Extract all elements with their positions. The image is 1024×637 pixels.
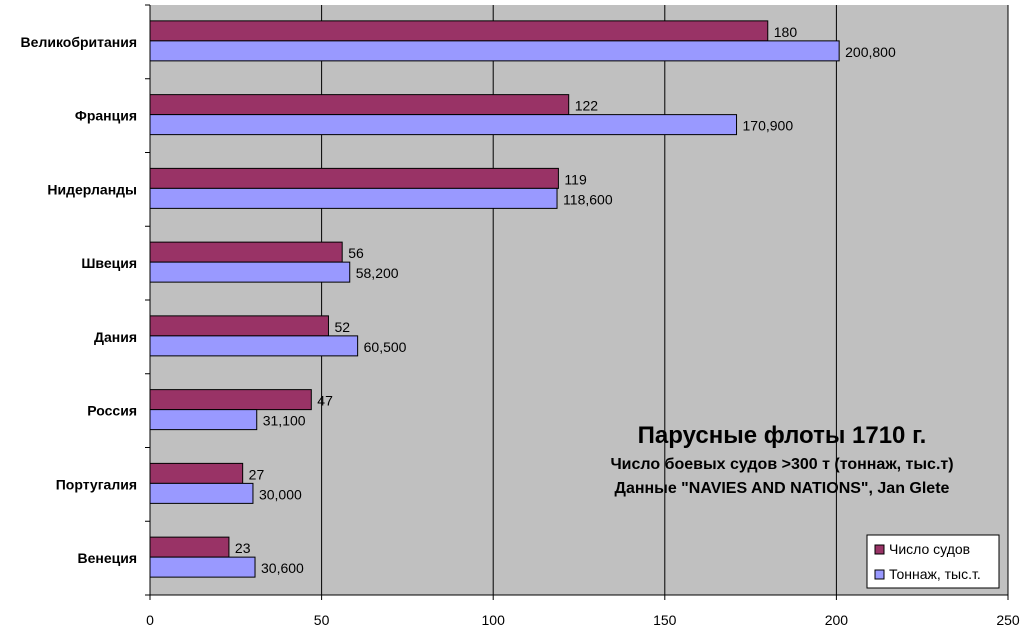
category-label: Дания (94, 329, 137, 345)
data-label-count: 119 (564, 171, 587, 187)
bar-tonnage (149, 556, 256, 578)
bar-count (149, 94, 570, 116)
legend-swatch-count (874, 544, 885, 555)
category-label: Нидерланды (47, 181, 137, 197)
chart-title: Парусные флоты 1710 г. (638, 422, 927, 449)
data-label-count: 180 (774, 24, 798, 40)
category-label: Швеция (81, 255, 137, 271)
data-label-count: 122 (575, 98, 599, 114)
x-tick-label-150: 150 (653, 612, 677, 628)
data-label-tonnage: 170,900 (743, 118, 794, 134)
x-tick-label-200: 200 (825, 612, 849, 628)
legend-label-tonnage: Тоннаж, тыс.т. (889, 566, 981, 582)
legend-swatch-tonnage (874, 569, 885, 580)
bar-tonnage (149, 482, 254, 504)
bar-count (149, 536, 230, 558)
x-tick-label-250: 250 (996, 612, 1020, 628)
legend: Число судов Тоннаж, тыс.т. (866, 534, 1000, 589)
bar-count (149, 167, 559, 189)
chart-subtitle-line-1: Число боевых судов >300 т (тоннаж, тыс.т… (610, 456, 953, 473)
data-label-count: 27 (249, 466, 265, 482)
bar-count (149, 315, 329, 337)
chart-title-block: Парусные флоты 1710 г. Число боевых судо… (610, 422, 953, 497)
bar-count (149, 241, 343, 263)
data-label-count: 52 (334, 319, 350, 335)
data-label-tonnage: 118,600 (563, 191, 613, 207)
bar-count (149, 389, 312, 411)
category-label: Великобритания (21, 34, 137, 50)
x-tick-label-100: 100 (482, 612, 506, 628)
legend-label-count: Число судов (889, 541, 970, 557)
category-label: Португалия (56, 476, 137, 492)
bar-tonnage (149, 335, 359, 357)
bar-count (149, 20, 769, 42)
data-label-tonnage: 30,600 (261, 560, 304, 576)
data-label-count: 56 (348, 245, 364, 261)
chart-subtitle-line-2: Данные "NAVIES AND NATIONS", Jan Glete (615, 480, 950, 497)
data-label-tonnage: 30,000 (259, 486, 302, 502)
data-label-tonnage: 200,800 (845, 44, 896, 60)
x-tick-label-0: 0 (146, 612, 154, 628)
category-label: Россия (87, 403, 137, 419)
bar-tonnage (149, 114, 738, 136)
bar-count (149, 462, 244, 484)
data-label-tonnage: 60,500 (364, 339, 407, 355)
bar-tonnage (149, 40, 840, 62)
bar-tonnage (149, 409, 258, 431)
category-label: Франция (75, 108, 137, 124)
bar-tonnage (149, 187, 558, 209)
category-label: Венеция (77, 550, 137, 566)
plot-area (150, 5, 1008, 595)
data-label-count: 47 (317, 393, 333, 409)
legend-box (866, 534, 1000, 589)
data-label-tonnage: 31,100 (263, 413, 306, 429)
data-label-tonnage: 58,200 (356, 265, 399, 281)
bar-tonnage (149, 261, 351, 283)
data-label-count: 23 (235, 540, 251, 556)
x-tick-label-50: 50 (314, 612, 330, 628)
